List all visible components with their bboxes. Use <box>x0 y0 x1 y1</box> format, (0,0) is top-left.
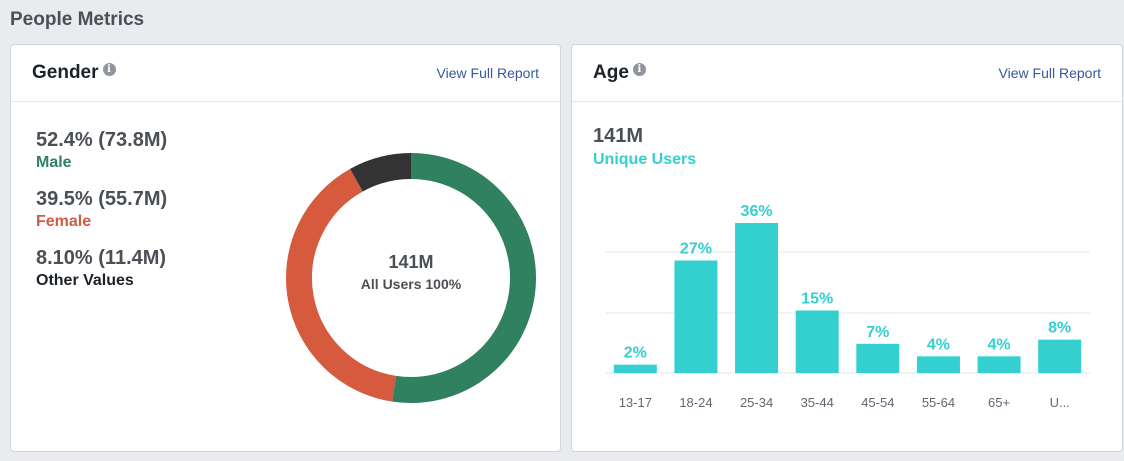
bar-U...[interactable] <box>1038 339 1082 373</box>
metric-female-label: Female <box>36 213 92 230</box>
metric-male: 52.4% (73.8M) Male <box>36 129 167 173</box>
bar-35-44[interactable] <box>795 310 839 374</box>
x-tick-label: 25-34 <box>740 395 773 410</box>
age-total-value: 141M <box>593 125 644 147</box>
gender-view-full-report-link[interactable]: View Full Report <box>436 65 539 81</box>
bar-value-label: 2% <box>624 345 647 362</box>
x-tick-label: 65+ <box>988 395 1010 410</box>
x-tick-label: 35-44 <box>801 395 834 410</box>
info-icon[interactable]: i <box>102 63 116 76</box>
bar-45-54[interactable] <box>856 343 900 373</box>
info-icon[interactable]: i <box>632 63 646 76</box>
donut-center-label: All Users 100% <box>361 276 462 292</box>
donut-slice-male[interactable] <box>392 153 536 403</box>
x-tick-label: 18-24 <box>679 395 712 410</box>
x-tick-label: 13-17 <box>619 395 652 410</box>
bar-13-17[interactable] <box>613 364 657 373</box>
age-card: Age i View Full Report 141M Unique Users … <box>571 44 1123 452</box>
x-tick-label: 55-64 <box>922 395 955 410</box>
x-tick-label: U... <box>1050 395 1070 410</box>
metric-other: 8.10% (11.4M) Other Values <box>36 247 166 291</box>
age-title-text: Age <box>593 62 629 83</box>
bar-value-label: 8% <box>1048 320 1071 337</box>
gender-card: Gender i View Full Report 52.4% (73.8M) M… <box>10 44 561 452</box>
bar-value-label: 27% <box>680 241 712 258</box>
bar-value-label: 4% <box>988 336 1011 353</box>
age-view-full-report-link[interactable]: View Full Report <box>998 65 1101 81</box>
metric-female: 39.5% (55.7M) Female <box>36 188 167 232</box>
bar-value-label: 7% <box>866 324 889 341</box>
metric-other-value: 8.10% (11.4M) <box>36 247 167 269</box>
bar-value-label: 4% <box>927 336 950 353</box>
bar-55-64[interactable] <box>916 356 960 373</box>
bar-25-34[interactable] <box>735 223 779 373</box>
donut-center-value: 141M <box>388 252 433 272</box>
x-tick-label: 45-54 <box>861 395 894 410</box>
bar-18-24[interactable] <box>674 260 718 374</box>
age-title: Age i <box>593 62 646 84</box>
gender-donut-chart: 141M All Users 100% <box>286 153 536 403</box>
donut-slice-female[interactable] <box>286 168 397 402</box>
metric-female-value: 39.5% (55.7M) <box>36 188 168 210</box>
page-title: People Metrics <box>10 9 145 30</box>
gender-title: Gender i <box>32 62 116 84</box>
age-total-label: Unique Users <box>593 151 697 168</box>
bar-value-label: 36% <box>741 203 773 220</box>
metric-male-label: Male <box>36 154 72 171</box>
age-card-header: Age i View Full Report <box>572 45 1122 102</box>
metric-male-value: 52.4% (73.8M) <box>36 129 168 151</box>
gender-title-text: Gender <box>32 62 99 83</box>
age-bar-chart: 2% 13-17 27% 18-24 36% 25-34 15% 35-44 7% 45-54 4%… <box>605 203 1090 410</box>
gender-card-header: Gender i View Full Report <box>11 45 560 102</box>
donut-slice-other-values[interactable] <box>350 153 412 192</box>
bar-65+[interactable] <box>977 356 1021 373</box>
metric-other-label: Other Values <box>36 272 134 289</box>
bar-value-label: 15% <box>801 291 833 308</box>
